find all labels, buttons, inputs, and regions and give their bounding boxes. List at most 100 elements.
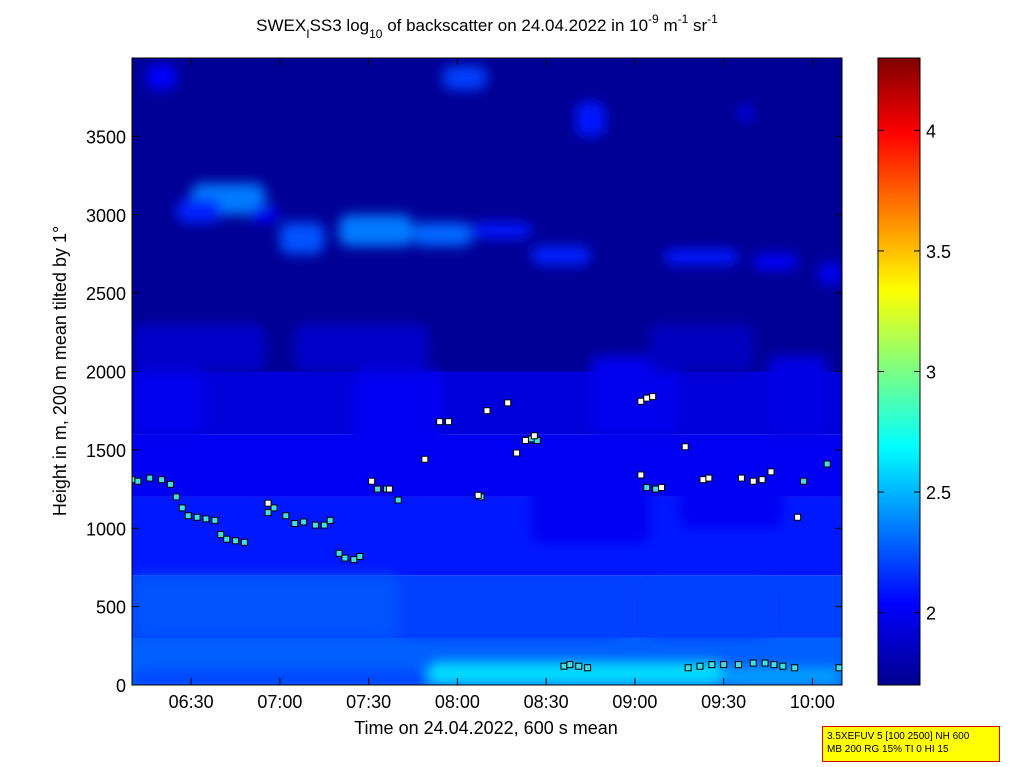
field-feature <box>250 206 280 223</box>
layer-marker <box>341 554 349 562</box>
field-feature <box>738 105 754 121</box>
field-feature <box>664 249 739 265</box>
layer-marker <box>761 659 769 667</box>
field-feature <box>575 101 606 137</box>
layer-marker <box>193 513 201 521</box>
layer-marker <box>749 477 757 485</box>
layer-marker <box>513 449 521 457</box>
layer-marker <box>652 485 660 493</box>
layer-marker <box>696 662 704 670</box>
layer-marker <box>643 483 651 491</box>
layer-marker <box>575 662 583 670</box>
colorbar-tick-label: 2 <box>926 604 936 624</box>
layer-marker <box>791 664 799 672</box>
layer-marker <box>184 512 192 520</box>
layer-marker <box>202 515 210 523</box>
colorbar-tick-label: 4 <box>926 121 936 141</box>
colorbar-ticks: 2 2.5 3 3.5 4 <box>878 121 951 624</box>
layer-marker <box>705 474 713 482</box>
layer-marker <box>282 512 290 520</box>
y-tick-label: 1000 <box>86 519 126 539</box>
field-feature <box>294 324 428 372</box>
layer-marker <box>708 661 716 669</box>
layer-marker <box>767 468 775 476</box>
x-tick-label: 09:30 <box>701 692 746 712</box>
y-tick-label: 3000 <box>86 206 126 226</box>
layer-marker <box>521 436 529 444</box>
field-feature <box>353 371 443 450</box>
field-feature <box>442 65 487 90</box>
layer-marker <box>166 480 174 488</box>
layer-marker <box>374 485 382 493</box>
x-axis-label: Time on 24.04.2022, 600 s mean <box>354 718 618 738</box>
title-part: sr <box>688 16 707 35</box>
title-part: m <box>659 16 678 35</box>
layer-marker <box>240 538 248 546</box>
layer-marker <box>134 477 142 485</box>
layer-marker <box>823 460 831 468</box>
layer-marker <box>681 443 689 451</box>
colorbar <box>877 57 921 686</box>
field-feature <box>531 449 650 544</box>
x-tick-label: 10:00 <box>790 692 835 712</box>
field-feature <box>818 261 842 286</box>
layer-marker <box>445 418 453 426</box>
layer-marker <box>232 537 240 545</box>
layer-marker <box>264 509 272 517</box>
layer-marker <box>421 455 429 463</box>
title-part: SS3 log <box>310 16 370 35</box>
layer-marker <box>637 471 645 479</box>
field-feature <box>339 214 414 247</box>
layer-markers <box>132 393 842 672</box>
layer-marker <box>483 407 491 415</box>
title-superscript: -1 <box>678 12 689 26</box>
layer-marker <box>385 485 393 493</box>
y-tick-label: 3500 <box>86 127 126 147</box>
layer-marker <box>264 499 272 507</box>
layer-marker <box>335 549 343 557</box>
field-feature <box>649 583 769 638</box>
field-feature <box>753 253 798 270</box>
field-feature <box>427 661 724 685</box>
layer-marker <box>720 661 728 669</box>
processing-parameters-box: 3.5XEFUV 5 [100 2500] NH 600 MB 200 RG 1… <box>822 726 1000 762</box>
layer-marker <box>737 474 745 482</box>
chart-title: SWEXISS3 log10 of backscatter on 24.04.2… <box>256 12 718 41</box>
layer-marker <box>779 662 787 670</box>
processing-parameters-line-2: MB 200 RG 15% TI 0 HI 15 <box>827 744 949 755</box>
colorbar-tick-label: 3.5 <box>926 242 951 262</box>
layer-marker <box>300 518 308 526</box>
layer-marker <box>699 476 707 484</box>
field-feature <box>176 199 221 223</box>
x-tick-label: 08:30 <box>524 692 569 712</box>
field-feature <box>132 371 206 435</box>
x-tick-label: 09:00 <box>612 692 657 712</box>
layer-marker <box>368 477 376 485</box>
layer-marker <box>770 661 778 669</box>
field-feature <box>279 222 325 254</box>
layer-marker <box>504 399 512 407</box>
y-tick-label: 0 <box>116 676 126 696</box>
title-part: SWEX <box>256 16 306 35</box>
x-tick-label: 08:00 <box>435 692 480 712</box>
x-tick-label: 07:00 <box>257 692 302 712</box>
field-feature <box>679 449 783 529</box>
layer-marker <box>584 664 592 672</box>
field-feature <box>649 324 754 372</box>
layer-marker <box>474 491 482 499</box>
layer-marker <box>270 504 278 512</box>
layer-marker <box>800 477 808 485</box>
field-feature <box>413 222 473 247</box>
layer-marker <box>350 556 358 564</box>
layer-marker <box>223 535 231 543</box>
layer-marker <box>658 483 666 491</box>
layer-marker <box>560 662 568 670</box>
field-feature <box>768 355 828 435</box>
layer-marker <box>649 393 657 401</box>
field-feature <box>398 590 621 638</box>
field-feature <box>132 575 399 638</box>
field-feature <box>531 246 591 265</box>
field-feature <box>472 222 532 239</box>
layer-marker <box>291 520 299 528</box>
